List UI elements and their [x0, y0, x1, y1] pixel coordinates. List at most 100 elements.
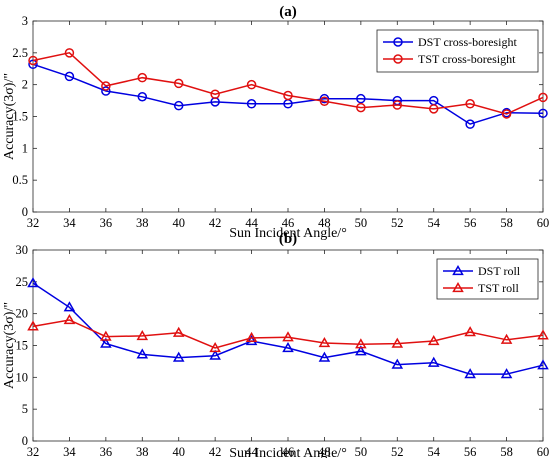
- data-point: [391, 358, 404, 369]
- x-axis-label: Sun Incident Angle/°: [229, 226, 347, 241]
- x-tick-label: 56: [464, 445, 477, 458]
- y-tick-label: 0: [22, 205, 28, 219]
- x-tick-label: 42: [209, 216, 222, 230]
- data-point: [63, 314, 76, 325]
- data-point: [355, 345, 367, 356]
- data-point: [136, 348, 149, 359]
- data-point: [137, 92, 148, 102]
- y-tick-label: 3: [22, 14, 28, 28]
- data-point: [172, 351, 185, 362]
- data-point: [101, 86, 111, 96]
- chart-panel-b: (b) 32 34 36 38 40 42 44 46 48 50 52 54 56 58 60 0 5 10 15 2…: [2, 231, 549, 458]
- data-point: [209, 349, 221, 360]
- data-point: [136, 329, 149, 341]
- data-point: [465, 99, 475, 109]
- legend-marker: [452, 281, 464, 293]
- data-point: [100, 337, 112, 348]
- x-tick-label: 40: [172, 445, 185, 458]
- y-tick-label: 1.5: [12, 110, 28, 124]
- legend-box: [376, 29, 539, 73]
- legend-label: TST cross-boresight: [418, 52, 516, 66]
- data-point: [27, 277, 39, 288]
- x-tick-label: 32: [27, 445, 40, 458]
- series-line: [32, 51, 544, 115]
- data-point: [538, 108, 548, 119]
- x-tick-label: 48: [318, 445, 331, 458]
- data-point: [537, 329, 549, 340]
- y-tick-label: 20: [16, 307, 29, 321]
- data-point: [101, 81, 111, 91]
- series-line: [32, 319, 544, 349]
- x-tick-label: 34: [63, 216, 76, 230]
- x-tick-label: 44: [245, 445, 258, 458]
- x-tick-label: 36: [100, 216, 113, 230]
- y-axis-label: Accuracy(3σ)/": [2, 73, 17, 160]
- x-tick-label: 60: [537, 216, 550, 230]
- y-tick-label: 25: [16, 275, 29, 289]
- x-tick-label: 58: [500, 216, 513, 230]
- x-tick-label: 38: [136, 445, 149, 458]
- data-point: [282, 331, 294, 342]
- data-point: [427, 356, 440, 367]
- data-point: [173, 100, 184, 111]
- x-tick-label: 52: [391, 445, 404, 458]
- x-tick-label: 50: [355, 445, 368, 458]
- legend-label: DST cross-boresight: [418, 35, 517, 49]
- data-point: [464, 326, 476, 337]
- data-point: [245, 331, 258, 342]
- y-tick-label: 5: [22, 402, 28, 416]
- data-point: [391, 337, 404, 348]
- y-tick-label: 15: [16, 339, 29, 353]
- x-tick-label: 54: [427, 216, 440, 230]
- x-tick-label: 36: [100, 445, 113, 458]
- data-point: [355, 338, 367, 349]
- data-point: [283, 90, 293, 101]
- data-point: [246, 99, 257, 109]
- data-point: [282, 342, 294, 353]
- x-tick-label: 52: [391, 216, 404, 230]
- data-point: [501, 109, 512, 119]
- data-point: [246, 79, 257, 90]
- y-tick-label: 10: [16, 370, 29, 384]
- chart-title: (a): [279, 4, 297, 20]
- data-point: [427, 335, 440, 346]
- y-tick-label: 0: [22, 434, 28, 448]
- data-point: [356, 93, 366, 104]
- data-point: [245, 335, 258, 346]
- data-point: [27, 320, 39, 331]
- x-tick-label: 56: [464, 216, 477, 230]
- data-point: [428, 104, 439, 114]
- legend-marker: [452, 264, 464, 276]
- data-point: [64, 71, 75, 82]
- data-point: [356, 102, 366, 113]
- x-tick-label: 44: [245, 216, 258, 230]
- data-point: [64, 48, 75, 58]
- data-point: [318, 336, 331, 348]
- chart-title: (b): [279, 231, 297, 247]
- data-point: [172, 326, 185, 337]
- data-point: [318, 351, 331, 362]
- data-point: [500, 333, 513, 344]
- data-point: [209, 342, 221, 353]
- data-point: [500, 368, 513, 379]
- x-tick-label: 42: [209, 445, 222, 458]
- series-line: [32, 63, 544, 125]
- y-tick-label: 30: [16, 243, 29, 257]
- y-tick-label: 2: [22, 78, 28, 92]
- y-tick-label: 0.5: [12, 173, 28, 187]
- data-point: [210, 89, 220, 99]
- legend-label: DST roll: [478, 264, 521, 278]
- data-point: [63, 301, 76, 312]
- y-axis-label: Accuracy(3σ)/": [2, 302, 17, 389]
- x-tick-label: 58: [500, 445, 513, 458]
- x-tick-label: 48: [318, 216, 331, 230]
- x-tick-label: 60: [537, 445, 550, 458]
- x-tick-label: 38: [136, 216, 149, 230]
- data-point: [137, 72, 148, 83]
- x-tick-label: 40: [172, 216, 185, 230]
- data-point: [28, 55, 38, 66]
- data-point: [319, 96, 330, 106]
- legend-label: TST roll: [478, 281, 519, 295]
- x-tick-label: 46: [282, 445, 295, 458]
